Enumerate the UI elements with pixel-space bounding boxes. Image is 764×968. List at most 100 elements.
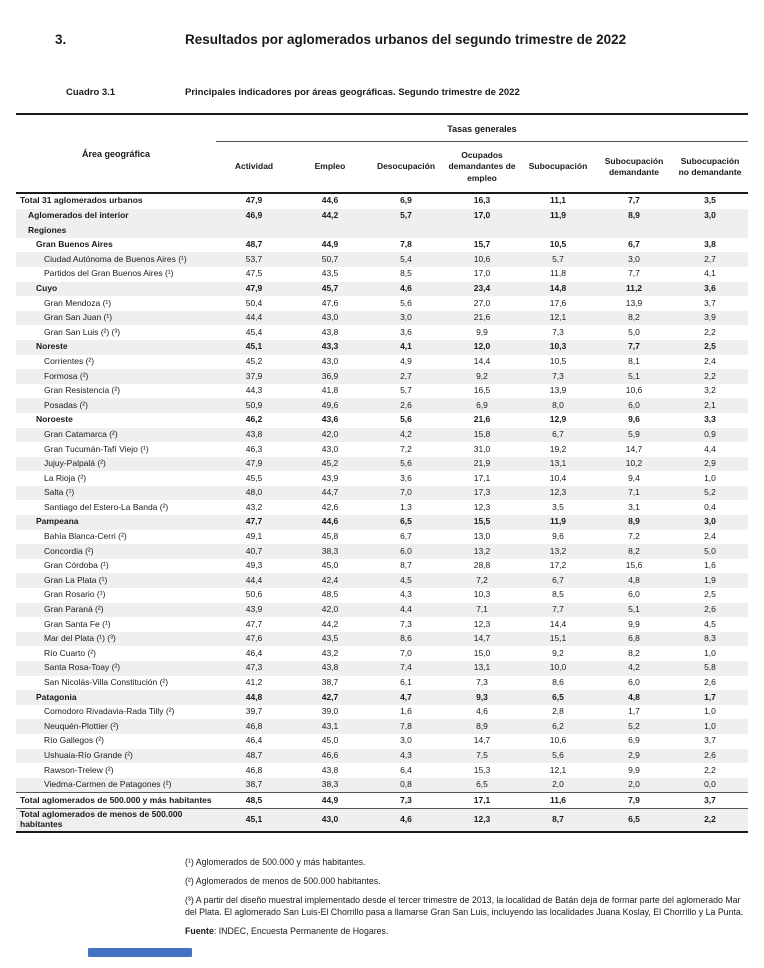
page-title: Resultados por aglomerados urbanos del s… — [185, 32, 627, 47]
row-label: Jujuy-Palpalá (²) — [44, 458, 106, 469]
cell-value: 1,6 — [400, 706, 412, 717]
cell-value: 38,7 — [245, 779, 263, 790]
cell-value: 6,8 — [628, 633, 640, 644]
cell-value: 5,2 — [704, 487, 716, 498]
cell-value: 44,9 — [321, 794, 339, 805]
cell-value: 12,3 — [549, 487, 567, 498]
cell-value: 44,3 — [245, 385, 263, 396]
cell-value: 9,6 — [628, 414, 640, 425]
cell-value: 49,6 — [321, 399, 339, 410]
table-row: Gran Tucumán-Tafí Viejo (¹) 46,3 43,0 7,2 31… — [16, 442, 748, 457]
cell-value: 5,4 — [400, 253, 412, 264]
cell-value: 12,0 — [473, 341, 491, 352]
row-label: Corrientes (²) — [44, 355, 95, 366]
cell-value: 43,5 — [321, 268, 339, 279]
cell-value: 7,3 — [552, 370, 564, 381]
cell-value: 3,6 — [400, 326, 412, 337]
cell-value: 39,0 — [321, 706, 339, 717]
cell-value: 31,0 — [473, 443, 491, 454]
cell-value: 9,9 — [628, 764, 640, 775]
cell-value: 41,2 — [245, 677, 263, 687]
row-label: Total aglomerados de 500.000 y más habit… — [20, 794, 212, 805]
cell-value: 44,6 — [321, 516, 339, 527]
cell-value: 7,7 — [628, 268, 640, 279]
footnote: (¹) Aglomerados de 500.000 y más habitan… — [185, 857, 366, 867]
table-title: Principales indicadores por áreas geográ… — [185, 87, 520, 98]
cell-value: 2,5 — [704, 341, 716, 352]
table-row: Ciudad Autónoma de Buenos Aires (¹) 53,7 5… — [16, 252, 748, 267]
cell-value: 13,2 — [549, 545, 567, 556]
cell-value: 7,1 — [476, 604, 488, 615]
cell-value: 43,9 — [245, 604, 263, 615]
cell-value: 3,0 — [628, 253, 640, 264]
cell-value: 9,2 — [552, 647, 564, 658]
table-row: Salta (¹) 48,0 44,7 7,0 17,3 12,3 7,1 5,2 — [16, 485, 748, 501]
cell-value: 1,7 — [628, 706, 640, 717]
cell-value: 43,8 — [321, 326, 339, 337]
cell-value: 2,5 — [704, 589, 716, 600]
cell-value: 7,9 — [628, 794, 640, 805]
cell-value: 42,0 — [321, 428, 339, 439]
cell-value: 3,7 — [704, 794, 716, 805]
column-header: Ocupados demandantes de empleo — [448, 150, 516, 183]
cell-value: 46,8 — [245, 720, 263, 731]
cell-value: 10,0 — [549, 662, 567, 673]
cell-value: 13,0 — [473, 531, 491, 542]
cell-value: 8,9 — [476, 720, 488, 731]
cell-value: 5,6 — [552, 749, 564, 760]
cell-value: 48,5 — [321, 589, 339, 600]
row-label: Mar del Plata (¹) (³) — [44, 633, 116, 644]
table-row: Neuquén-Plottier (²) 46,8 43,1 7,8 8,9 6,2 5,2… — [16, 719, 748, 734]
cell-value: 17,3 — [473, 487, 491, 498]
cell-value: 0,0 — [704, 779, 716, 790]
cell-value: 10,2 — [625, 458, 643, 469]
table-row: Río Cuarto (²) 46,4 43,2 7,0 15,0 9,2 8,2 1,0 — [16, 646, 748, 661]
cell-value: 45,5 — [245, 472, 263, 483]
cell-value: 1,3 — [400, 501, 412, 512]
cell-value: 41,8 — [321, 385, 339, 396]
table-row: Total aglomerados de menos de 500.000 ha… — [16, 807, 748, 832]
cell-value: 46,8 — [245, 764, 263, 775]
cell-value: 2,4 — [704, 531, 716, 542]
cell-value: 44,7 — [321, 487, 339, 498]
cell-value: 0,4 — [704, 501, 716, 512]
cell-value: 2,2 — [704, 370, 716, 381]
cell-value: 4,6 — [400, 282, 412, 293]
cell-value: 45,0 — [321, 735, 339, 746]
cell-value: 8,0 — [552, 399, 564, 410]
cell-value: 9,9 — [476, 326, 488, 337]
table-row: Mar del Plata (¹) (³) 47,6 43,5 8,6 14,7 15,1… — [16, 631, 748, 647]
cell-value: 3,7 — [704, 735, 716, 746]
cell-value: 2,6 — [704, 749, 716, 760]
cell-value: 17,6 — [549, 297, 567, 308]
row-label: Aglomerados del interior — [28, 210, 129, 220]
table-row: Viedma-Carmen de Patagones (²) 38,7 38,3 0,… — [16, 777, 748, 793]
table-row: Aglomerados del interior 46,9 44,2 5,7 17,0 1… — [16, 208, 748, 224]
indicators-table: Área geográfica Tasas generales Activida… — [16, 113, 748, 834]
cell-value: 45,4 — [245, 326, 263, 337]
row-label: Gran La Plata (¹) — [44, 574, 108, 585]
cell-value: 12,3 — [473, 814, 491, 825]
cell-value: 40,7 — [245, 545, 263, 556]
table-row: La Rioja (²) 45,5 43,9 3,6 17,1 10,4 9,4 1,0 — [16, 471, 748, 486]
cell-value: 49,1 — [245, 531, 263, 542]
cell-value: 43,1 — [321, 720, 339, 731]
cell-value: 48,7 — [245, 749, 263, 760]
cell-value: 47,9 — [245, 458, 263, 469]
cell-value: 50,6 — [245, 589, 263, 600]
cell-value: 21,9 — [473, 458, 491, 469]
cell-value: 6,0 — [400, 545, 412, 556]
cell-value: 8,9 — [628, 516, 640, 527]
cell-value: 6,5 — [628, 814, 640, 825]
column-header: Desocupación — [376, 161, 436, 172]
cell-value: 4,8 — [628, 574, 640, 585]
row-label: Total 31 aglomerados urbanos — [20, 195, 143, 206]
cell-value: 4,5 — [704, 618, 716, 629]
cell-value: 17,1 — [473, 794, 491, 805]
cell-value: 46,4 — [245, 647, 263, 658]
cell-value: 3,8 — [704, 239, 716, 250]
cell-value: 6,9 — [628, 735, 640, 746]
row-label: La Rioja (²) — [44, 472, 87, 483]
cell-value: 15,1 — [549, 633, 567, 644]
row-label: Gran Tucumán-Tafí Viejo (¹) — [44, 443, 149, 454]
